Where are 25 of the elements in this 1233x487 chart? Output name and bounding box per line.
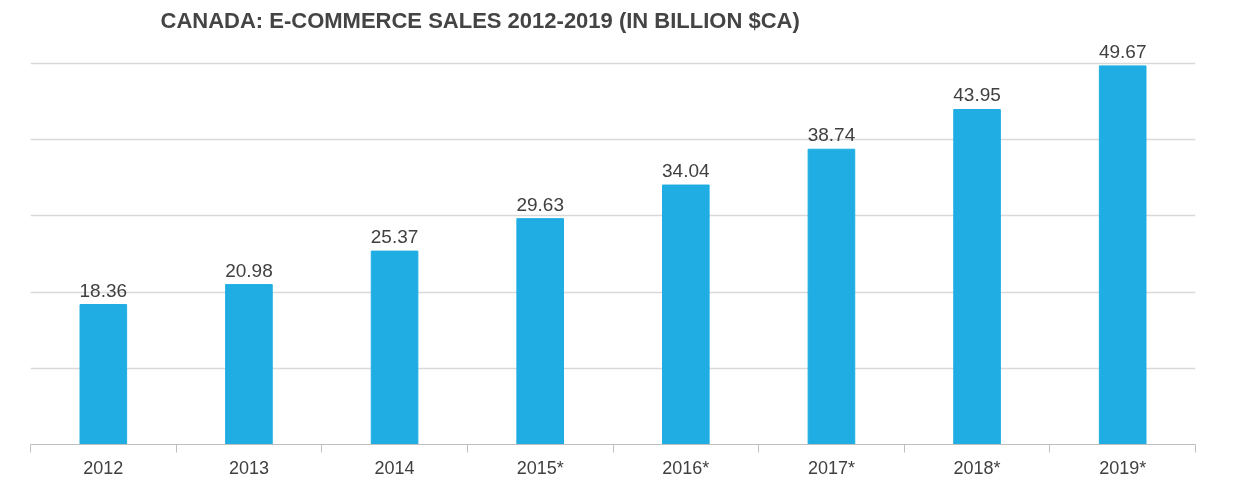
bar [807, 148, 856, 445]
x-tick-label: 2015* [516, 457, 564, 478]
data-label: 25.37 [370, 226, 419, 248]
data-label: 34.04 [662, 160, 711, 182]
data-label: 29.63 [516, 193, 564, 215]
bar [953, 109, 1001, 445]
bar [79, 304, 128, 445]
chart-title: CANADA: E-COMMERCE SALES 2012-2019 (IN BILLION $CA) [160, 7, 800, 33]
bar [516, 218, 564, 445]
x-tick-label: 2012 [83, 457, 124, 478]
bar [370, 250, 419, 445]
data-label: 18.36 [79, 279, 128, 301]
x-tick-label: 2013 [228, 457, 269, 478]
x-tick-label: 2016* [662, 457, 710, 478]
x-tick-label: 2018* [953, 457, 1001, 478]
data-label: 43.95 [953, 84, 1001, 106]
bar [662, 184, 710, 445]
x-tick-label: 2014 [374, 457, 415, 478]
bar [1098, 65, 1147, 445]
bar [225, 284, 273, 445]
data-label: 49.67 [1098, 40, 1147, 62]
x-tick-label: 2017* [807, 457, 855, 478]
data-label: 20.98 [225, 259, 273, 281]
x-tick-label: 2019* [1099, 457, 1147, 478]
data-label: 38.74 [807, 124, 856, 146]
